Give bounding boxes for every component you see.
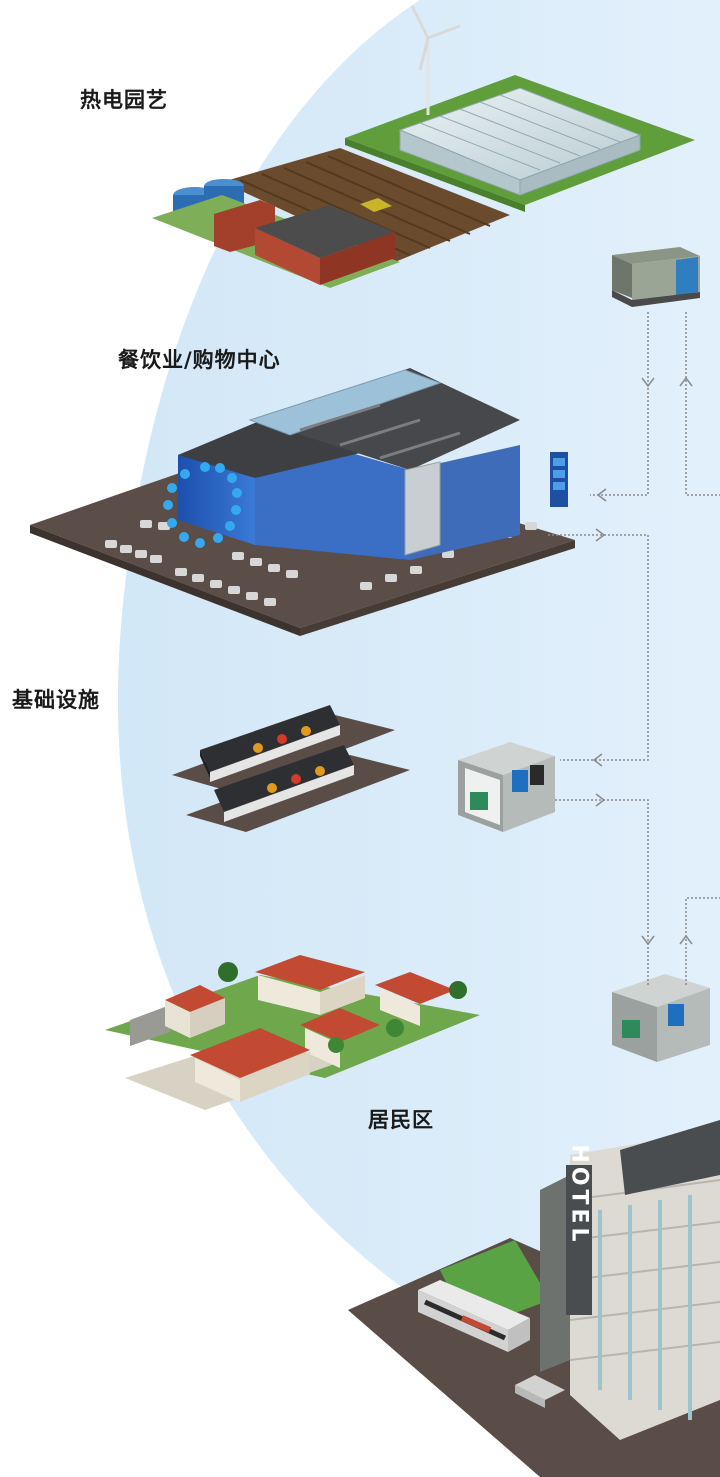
arrow-right-icon bbox=[595, 793, 606, 807]
tram-illustration bbox=[172, 705, 410, 832]
arrow-right-icon bbox=[595, 528, 606, 542]
arrow-up-icon bbox=[679, 376, 693, 387]
connector-arrows bbox=[592, 376, 693, 946]
arrow-down-icon bbox=[641, 935, 655, 946]
label-greenhouse: 热电园艺 bbox=[80, 88, 168, 112]
residential-illustration bbox=[105, 955, 480, 1110]
chp-unit-lower bbox=[612, 974, 710, 1062]
chp-unit-middle bbox=[458, 742, 555, 832]
label-infrastructure: 基础设施 bbox=[12, 688, 100, 712]
connector-lines bbox=[548, 312, 720, 985]
hotel-sign: HOTEL bbox=[567, 1144, 592, 1245]
label-shopping: 餐饮业/购物中心 bbox=[118, 348, 281, 372]
arrow-left-icon bbox=[592, 753, 603, 767]
transformer-station-top bbox=[612, 247, 700, 307]
shopping-center-illustration bbox=[30, 368, 575, 636]
label-residential: 居民区 bbox=[368, 1108, 434, 1132]
arrow-left-icon bbox=[596, 488, 607, 502]
arrow-up-icon bbox=[679, 934, 693, 945]
background-bubble bbox=[117, 0, 720, 1477]
hotel-illustration: HOTEL bbox=[348, 1120, 720, 1477]
greenhouse-farm-illustration bbox=[152, 5, 695, 288]
arrow-down-icon bbox=[641, 377, 655, 388]
